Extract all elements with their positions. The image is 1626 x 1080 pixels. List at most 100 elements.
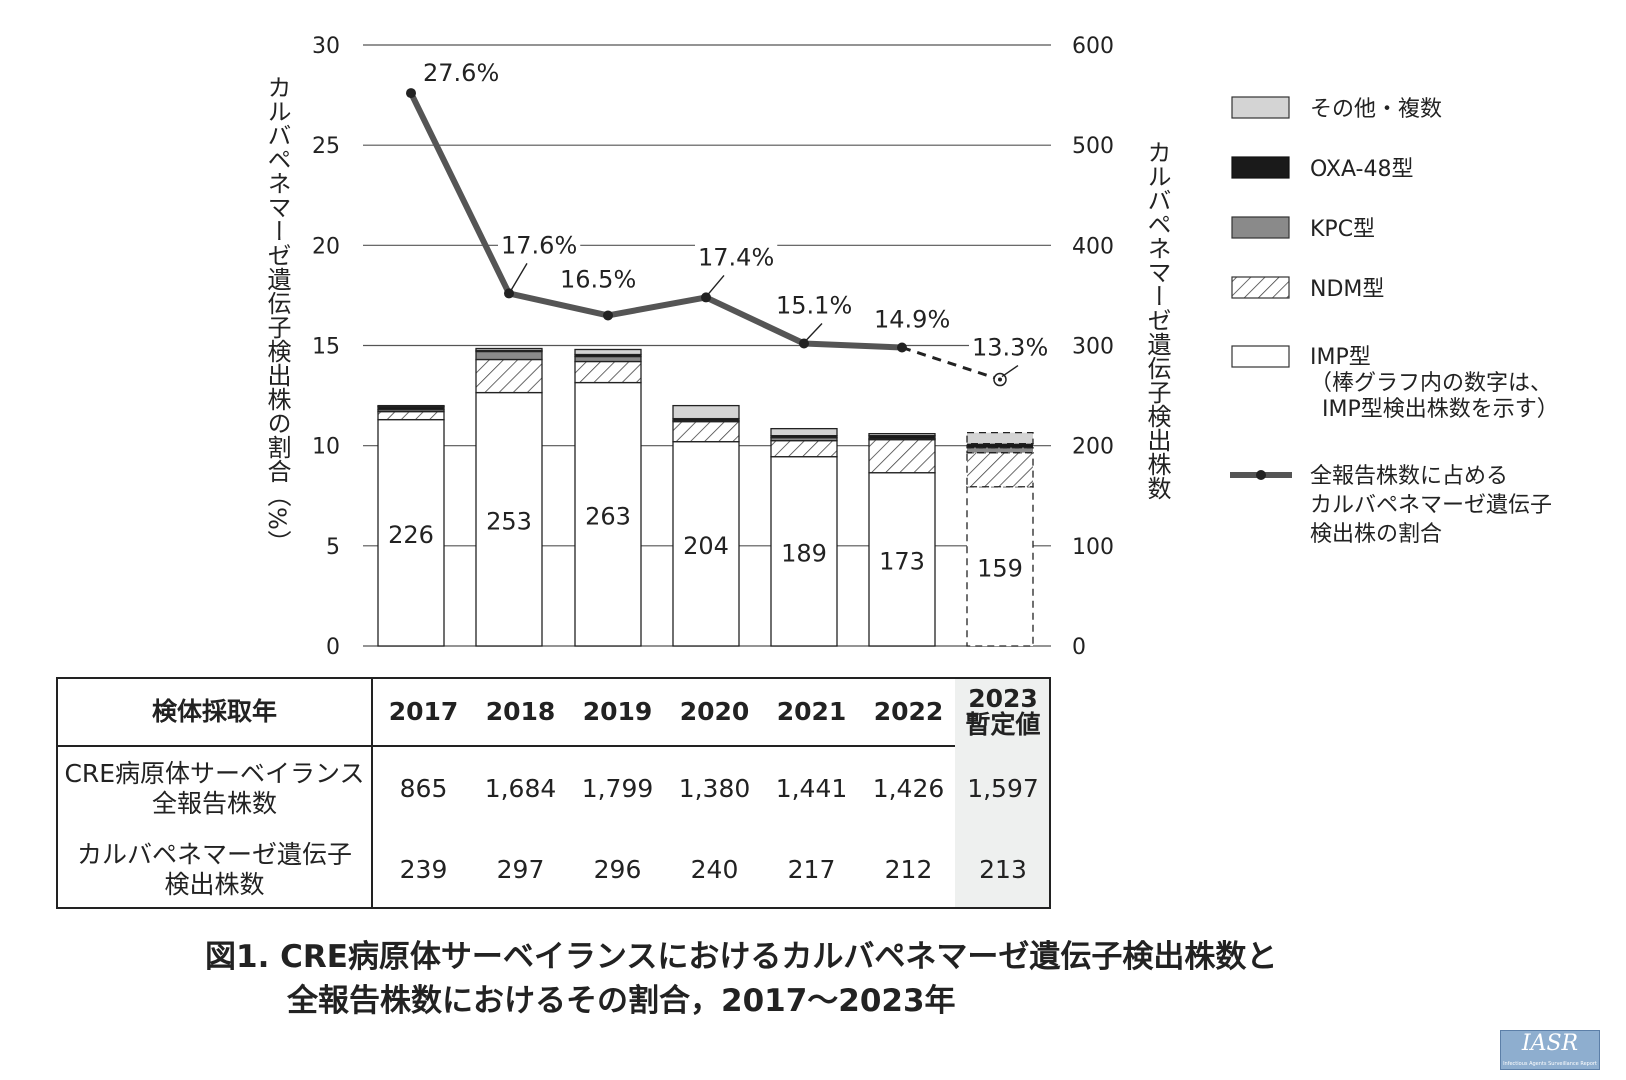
bar-label-bg xyxy=(385,519,437,550)
left-tick-label: 15 xyxy=(312,335,340,360)
table-cell: 296 xyxy=(593,855,642,884)
bar-label-bg xyxy=(680,530,732,561)
iasr-logo: IASR Infectious Agents Surveillance Repo… xyxy=(1500,1030,1600,1070)
iasr-logo-text: IASR xyxy=(1521,1031,1579,1056)
table-highlight-2023 xyxy=(955,679,1049,907)
table-divider-v xyxy=(371,679,373,907)
right-tick-label: 600 xyxy=(1072,34,1114,59)
legend-oxa: OXA-48型 xyxy=(1310,157,1413,182)
left-tick-label: 0 xyxy=(326,635,340,660)
table-header-label: 検体採取年 xyxy=(151,697,277,726)
line-point xyxy=(603,310,613,321)
bar-その他・複数 xyxy=(377,404,445,408)
bar-label-bg xyxy=(876,546,928,577)
table-cell: 212 xyxy=(884,855,933,884)
line-point xyxy=(504,288,514,299)
bar-label-bg xyxy=(483,506,535,537)
legend-swatch-imp xyxy=(1231,345,1290,368)
bar-value-label: 226 xyxy=(388,521,434,549)
legend-imp-note2: IMP型検出株数を示す） xyxy=(1322,397,1559,422)
line-label-bg xyxy=(969,332,1052,363)
bar-NDM型 xyxy=(966,452,1034,488)
legend-swatch-ndm xyxy=(1231,276,1290,299)
left-tick-label: 20 xyxy=(312,234,340,259)
table-year: 2017 xyxy=(388,697,459,726)
line-label-bg xyxy=(557,264,640,295)
proportion-line: 27.6% 17.6% 16.5% 17.4%15.1% 14.9% 13.3% xyxy=(406,58,1052,387)
table-cell: 865 xyxy=(399,774,448,803)
bar-その他・複数 xyxy=(966,431,1034,445)
bar-NDM型 xyxy=(574,360,642,384)
legend-imp-note1: （棒グラフ内の数字は、 xyxy=(1310,371,1552,396)
line-series xyxy=(408,91,903,351)
line-label-bg xyxy=(498,230,581,261)
table-year: 2020 xyxy=(679,697,750,726)
legend-line3: 検出株の割合 xyxy=(1310,522,1442,547)
legend-ndm: NDM型 xyxy=(1310,277,1384,302)
figure-caption: 図1. CRE病原体サーベイランスにおけるカルバペネマーゼ遺伝子検出株数と 全報… xyxy=(205,935,1277,1023)
bar-その他・複数 xyxy=(574,348,642,356)
bar-その他・複数 xyxy=(868,432,936,437)
bar-NDM型 xyxy=(672,420,740,443)
table-row-label: カルバペネマーゼ遺伝子 検出株数 xyxy=(76,840,352,899)
line-label-bg xyxy=(773,290,856,321)
iasr-logo-sub: Infectious Agents Surveillance Report xyxy=(1503,1061,1597,1067)
caption-line2: 全報告株数におけるその割合，2017〜2023年 xyxy=(287,983,956,1019)
line-value-label: 15.1% xyxy=(776,291,852,319)
line-label-bg xyxy=(420,58,503,89)
table-year: 2021 xyxy=(776,697,847,726)
legend-line2: カルバペネマーゼ遺伝子 xyxy=(1310,493,1552,518)
bar-labels: 226 253 263 204 189 173 159 xyxy=(385,501,1026,584)
line-label-bg xyxy=(695,242,778,273)
line-value-label: 13.3% xyxy=(972,334,1048,362)
line-value-label: 16.5% xyxy=(560,265,636,293)
bar-その他・複数 xyxy=(672,404,740,420)
table-cell: 297 xyxy=(496,855,545,884)
table-row-carbapenemase: カルバペネマーゼ遺伝子 検出株数 239 297 296 240 217 212… xyxy=(58,831,1049,909)
table-year: 2022 xyxy=(873,697,944,726)
caption-line1: 図1. CRE病原体サーベイランスにおけるカルバペネマーゼ遺伝子検出株数と xyxy=(205,939,1278,975)
table-cell: 239 xyxy=(399,855,448,884)
left-tick-label: 5 xyxy=(326,535,340,560)
right-axis-ticks: 0 100 200 300 400 500 600 xyxy=(1072,34,1114,660)
line-value-label: 27.6% xyxy=(423,59,499,87)
table-cell: 213 xyxy=(979,855,1027,884)
right-tick-label: 100 xyxy=(1072,535,1114,560)
bar-KPC型 xyxy=(574,355,642,363)
summary-table: 検体採取年 2017 2018 2019 2020 2021 2022 2023… xyxy=(56,677,1051,909)
legend-line1: 全報告株数に占める xyxy=(1310,464,1508,489)
line-point xyxy=(897,342,907,353)
table-year: 2018 xyxy=(485,697,556,726)
bar-NDM型 xyxy=(475,358,543,394)
bar-label-bg xyxy=(582,501,634,532)
bar-value-label: 204 xyxy=(683,532,729,560)
left-tick-label: 25 xyxy=(312,134,340,159)
table-row-label: CRE病原体サーベイランス 全報告株数 xyxy=(64,759,365,818)
right-axis-label: カルバペネマーゼ遺伝子検出株数 xyxy=(1143,140,1171,500)
left-axis-ticks: 0 5 10 15 20 25 30 xyxy=(312,34,340,660)
bar-その他・複数 xyxy=(475,347,543,352)
table-cell: 217 xyxy=(787,855,836,884)
legend: その他・複数 OXA-48型 KPC型 NDM型 IMP型 （棒グラフ内の数字は… xyxy=(1230,96,1559,547)
legend-other: その他・複数 xyxy=(1310,97,1442,122)
table-cell: 1,597 xyxy=(967,774,1039,803)
left-axis-label: カルバペネマーゼ遺伝子検出株の割合（%） xyxy=(263,75,291,554)
legend-swatch-oxa xyxy=(1231,156,1290,179)
line-value-label: 17.6% xyxy=(501,231,577,259)
bar-value-label: 189 xyxy=(781,539,827,567)
bar-value-label: 159 xyxy=(977,554,1023,582)
table-row-total: CRE病原体サーベイランス 全報告株数 865 1,684 1,799 1,38… xyxy=(58,747,1049,831)
right-tick-label: 500 xyxy=(1072,134,1114,159)
line-series-provisional xyxy=(901,346,1001,381)
bar-OXA-48型 xyxy=(966,443,1034,449)
legend-kpc: KPC型 xyxy=(1310,217,1375,242)
chart: 226 253 263 204 189 173 159 27.6% 17.6% 16.5% 17.… xyxy=(263,34,1559,660)
table-cell: 1,380 xyxy=(678,774,751,803)
bar-value-label: 253 xyxy=(486,507,532,535)
line-point xyxy=(799,338,809,349)
bar-NDM型 xyxy=(770,440,838,458)
legend-imp: IMP型 xyxy=(1310,345,1371,370)
left-tick-label: 10 xyxy=(312,435,340,460)
legend-swatch-kpc xyxy=(1231,216,1290,239)
line-value-label: 14.9% xyxy=(874,306,950,334)
